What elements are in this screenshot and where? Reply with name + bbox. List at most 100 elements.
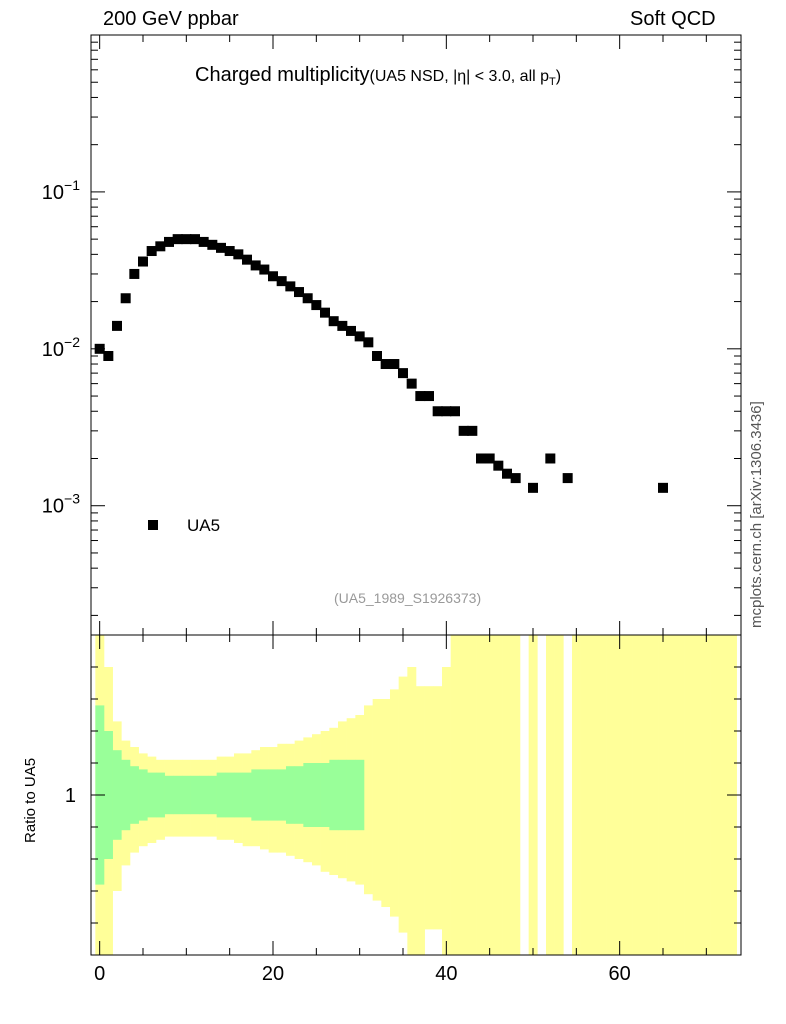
inner-band-bin [104,731,113,859]
y-tick-label-base: 10 [42,339,64,361]
inner-band-bin [338,759,347,831]
outer-band-bin [468,635,477,955]
data-point [510,473,521,484]
outer-band-bin [364,705,373,895]
data-point [233,249,244,260]
outer-band-bin [381,699,391,907]
analysis-watermark: (UA5_1989_S1926373) [334,590,482,606]
x-tick-label: 40 [435,963,457,985]
x-tick-label: 20 [262,963,284,985]
outer-band-bin [528,635,538,955]
outer-band-bin [615,635,625,955]
data-point [164,236,174,247]
outer-band-bin [684,635,694,955]
data-point [528,482,538,493]
outer-band-bin [416,686,425,955]
data-point [112,320,122,331]
y-tick-label-exponent: −3 [64,491,80,507]
outer-band-bin [598,635,607,955]
y-tick-label: 10−1 [42,177,80,204]
data-point [398,368,408,379]
chart-title: Charged multiplicity(UA5 NSD, |η| < 3.0,… [195,64,561,88]
y-tick-label: 10−2 [42,334,80,361]
title-sub-subscript: T [549,76,556,89]
outer-band-bin [606,635,616,955]
inner-band-bin [138,769,148,821]
outer-band-bin [641,635,651,955]
outer-band-bin [676,635,685,955]
inner-band-bin [156,772,165,818]
inner-band-bin [182,775,191,815]
outer-band-bin [390,689,399,917]
main-plot-frame [90,34,742,636]
data-point [562,473,573,484]
title-sub-end: ) [555,68,562,85]
data-point [450,406,460,417]
data-point [190,234,200,245]
inner-band-bin [268,769,278,821]
chart-title-main: Charged multiplicity [195,64,370,86]
legend-label: UA5 [187,516,221,535]
data-point [424,391,434,402]
main-points [94,234,668,493]
data-point [181,234,192,245]
y-tick-label: 10−3 [42,491,80,518]
data-point [320,307,330,318]
header-left-label: 200 GeV ppbar [103,8,239,30]
data-point [294,287,304,298]
data-point [372,350,382,361]
outer-band-bin [693,635,703,955]
inner-band-bin [329,759,339,831]
outer-band-bin [511,635,521,955]
data-point [268,271,278,282]
data-point [198,236,209,247]
inner-band-bin [164,775,174,815]
data-point [250,260,261,271]
y-tick-label-base: 10 [42,182,64,204]
data-point [276,276,287,287]
inner-band-bin [303,763,313,827]
chart-title-sub: (UA5 NSD, |η| < 3.0, all pT) [370,68,562,89]
outer-band-bin [632,635,642,955]
data-point [380,359,391,370]
x-tick-label: 60 [609,963,631,985]
data-point [406,378,417,389]
data-point [285,281,296,292]
data-point [103,350,114,361]
inner-band-bin [112,750,122,840]
outer-band-bin [702,635,711,955]
inner-band-bin [199,775,209,815]
outer-band-bin [459,635,469,955]
inner-band-bin [312,763,321,827]
data-point [484,453,495,464]
inner-band-bin [225,772,235,818]
inner-band-bin [320,763,330,827]
inner-band-bin [242,772,252,818]
outer-band-bin [719,635,729,955]
data-point [415,391,426,402]
outer-band-bin [485,635,495,955]
data-point [311,300,322,311]
outer-band-bin [546,635,555,955]
outer-band-bin [433,686,443,930]
inner-band-bin [294,766,304,824]
inner-band-bin [208,775,217,815]
y-tick-label-base: 10 [42,496,64,518]
data-point [493,460,504,471]
outer-band-bin [442,667,451,955]
inner-band-bin [277,769,287,821]
inner-band-bin [234,772,243,818]
x-tick-label: 0 [94,963,105,985]
outer-band-bin [658,635,668,955]
header-right-label: Soft QCD [630,8,716,30]
inner-band-bin [216,772,226,818]
data-point [216,242,226,253]
outer-band-bin [407,667,417,955]
outer-band-bin [476,635,486,955]
data-point [458,425,469,436]
inner-band-bin [190,775,200,815]
outer-band-bin [494,635,503,955]
inner-band-bin [130,766,139,824]
data-point [207,239,218,250]
data-point [354,331,365,342]
